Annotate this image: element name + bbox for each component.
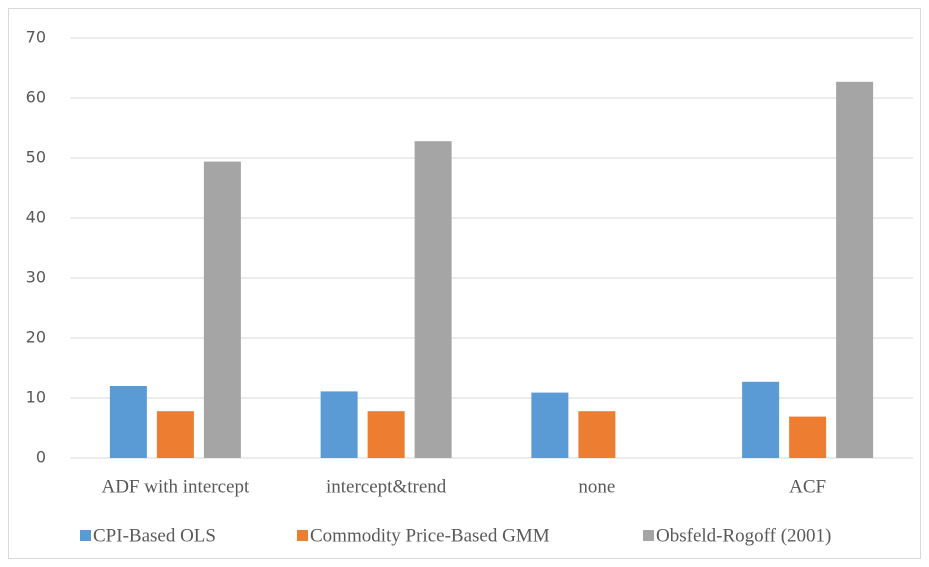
y-tick-label: 10: [26, 388, 46, 407]
legend-label: CPI-Based OLS: [93, 525, 216, 546]
x-tick-label: none: [578, 476, 615, 497]
bar: [156, 411, 194, 458]
y-tick-label: 40: [26, 208, 46, 227]
bar: [367, 411, 405, 458]
bar: [531, 392, 569, 458]
y-tick-label: 60: [26, 88, 46, 107]
bar: [836, 81, 874, 459]
x-tick-label: ADF with intercept: [101, 476, 249, 497]
legend-label: Obsfeld-Rogoff (2001): [656, 525, 831, 546]
x-tick-label: ACF: [789, 476, 826, 497]
y-tick-label: 70: [26, 28, 46, 47]
legend-marker: [643, 530, 654, 541]
y-tick-label: 0: [36, 448, 46, 467]
chart-border: [8, 8, 921, 559]
legend-marker: [80, 530, 91, 541]
bar: [414, 141, 452, 458]
legend-marker: [297, 530, 308, 541]
bar: [109, 386, 147, 458]
bar: [789, 416, 827, 458]
bar: [320, 391, 358, 458]
bar: [203, 161, 241, 458]
legend-label: Commodity Price-Based GMM: [310, 525, 550, 546]
bar: [578, 411, 616, 458]
y-tick-label: 30: [26, 268, 46, 287]
y-tick-label: 50: [26, 148, 46, 167]
y-tick-label: 20: [26, 328, 46, 347]
bar: [742, 381, 780, 458]
x-tick-label: intercept&trend: [326, 476, 447, 497]
